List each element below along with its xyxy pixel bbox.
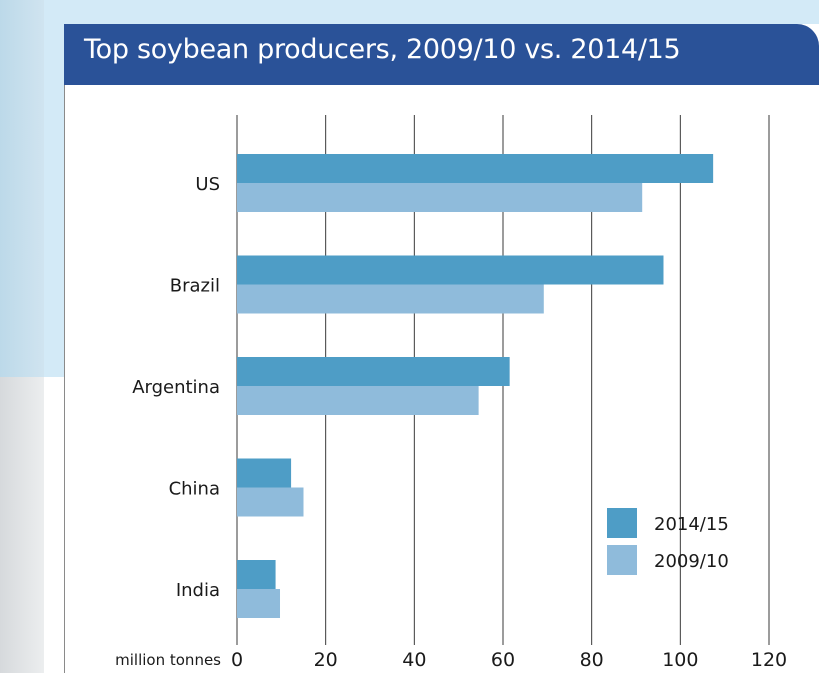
category-label-india: India	[176, 580, 220, 601]
category-label-us: US	[195, 174, 220, 195]
left-margin-strip-lower	[0, 377, 44, 673]
x-tick-label-0: 0	[231, 649, 243, 671]
bar-china-2009-10	[237, 487, 304, 517]
x-tick-label-20: 20	[314, 649, 338, 671]
x-axis-unit-label: million tonnes	[115, 651, 221, 669]
legend-label-2014-15: 2014/15	[654, 514, 729, 535]
x-tick-label-60: 60	[491, 649, 515, 671]
category-label-china: China	[169, 479, 220, 500]
x-tick-label-120: 120	[751, 649, 787, 671]
chart-card	[64, 24, 819, 673]
bar-brazil-2009-10	[237, 284, 544, 314]
x-tick-label-80: 80	[580, 649, 604, 671]
x-tick-label-100: 100	[662, 649, 698, 671]
legend-label-2009-10: 2009/10	[654, 551, 729, 572]
bar-us-2014-15	[237, 154, 714, 183]
bar-brazil-2014-15	[237, 255, 664, 285]
chart-title-bar: Top soybean producers, 2009/10 vs. 2014/…	[64, 24, 819, 85]
bar-argentina-2014-15	[237, 357, 510, 386]
bar-india-2014-15	[237, 560, 276, 589]
legend-swatch-2014-15	[607, 508, 637, 538]
bar-argentina-2009-10	[237, 386, 479, 415]
chart-title: Top soybean producers, 2009/10 vs. 2014/…	[84, 34, 681, 65]
legend-swatch-2009-10	[607, 545, 637, 575]
bar-india-2009-10	[237, 589, 281, 618]
category-label-argentina: Argentina	[132, 377, 220, 398]
bar-china-2014-15	[237, 458, 292, 488]
bar-us-2009-10	[237, 183, 643, 212]
category-label-brazil: Brazil	[170, 276, 220, 297]
x-tick-label-40: 40	[402, 649, 426, 671]
